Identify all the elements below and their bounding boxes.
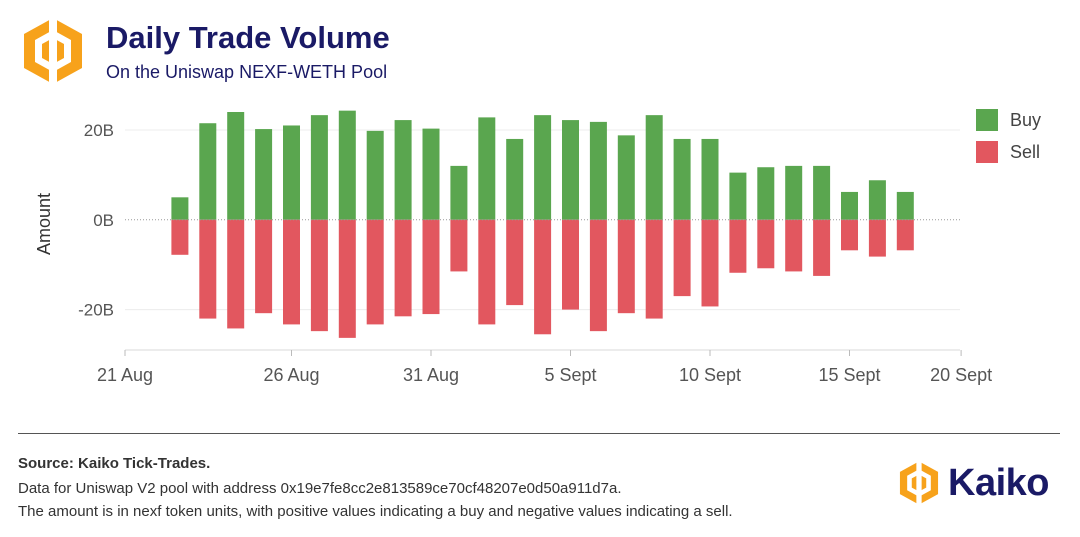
bar-sell	[673, 219, 691, 297]
brand-name: Kaiko	[948, 461, 1049, 504]
kaiko-logo-icon	[24, 16, 82, 86]
x-tick-label: 20 Sept	[930, 365, 992, 385]
bar-buy	[199, 123, 217, 220]
bar-buy	[645, 115, 663, 220]
bar-buy	[896, 191, 914, 220]
bar-sell	[813, 219, 831, 276]
legend-swatch-buy	[976, 109, 998, 131]
bar-buy	[813, 165, 831, 220]
footnote-pool-address: Data for Uniswap V2 pool with address 0x…	[18, 480, 622, 497]
bar-sell	[255, 219, 273, 314]
x-tick-label: 21 Aug	[97, 365, 153, 385]
legend-label-buy: Buy	[1010, 109, 1042, 130]
x-tick-label: 5 Sept	[544, 365, 596, 385]
bar-sell	[506, 219, 524, 306]
bar-buy	[534, 115, 552, 220]
bar-sell	[785, 219, 803, 272]
y-tick-label: -20B	[78, 301, 114, 320]
bar-buy	[757, 167, 775, 220]
bar-sell	[896, 219, 914, 251]
chart-subtitle: On the Uniswap NEXF-WETH Pool	[106, 62, 388, 82]
bar-sell	[701, 219, 719, 307]
bar-sell	[617, 219, 635, 314]
chart-title: Daily Trade Volume	[106, 20, 390, 55]
bar-sell	[589, 219, 607, 332]
bar-buy	[589, 121, 607, 220]
legend-item-sell[interactable]: Sell	[976, 136, 1041, 168]
legend-swatch-sell	[976, 141, 998, 163]
bar-buy	[673, 138, 691, 220]
bar-sell	[450, 219, 468, 272]
x-tick-label: 26 Aug	[263, 365, 319, 385]
x-tick-label: 15 Sept	[818, 365, 880, 385]
y-axis-title: Amount	[34, 193, 54, 255]
bar-buy	[701, 138, 719, 220]
bar-buy	[394, 120, 412, 220]
bar-buy	[562, 120, 579, 220]
bar-buy	[366, 130, 384, 220]
bar-sell	[199, 219, 217, 319]
y-tick-label: 0B	[93, 211, 114, 230]
bar-sell	[562, 219, 579, 310]
bar-buy	[338, 110, 356, 220]
bar-sell	[534, 219, 552, 335]
bar-buy	[450, 165, 468, 220]
bar-sell	[729, 219, 747, 273]
bar-sell	[422, 219, 440, 315]
bar-buy	[506, 138, 524, 220]
bar-sell	[645, 219, 663, 319]
bar-buy	[283, 125, 300, 220]
bar-sell	[283, 219, 300, 325]
legend-label-sell: Sell	[1010, 141, 1041, 162]
bar-sell	[366, 219, 384, 325]
legend: Buy Sell	[976, 104, 1041, 168]
bar-buy	[171, 197, 189, 220]
legend-item-buy[interactable]: Buy	[976, 104, 1041, 136]
bar-buy	[868, 180, 886, 220]
bar-sell	[310, 219, 328, 332]
bar-sell	[868, 219, 886, 257]
bar-sell	[171, 219, 189, 255]
bar-buy	[785, 165, 803, 220]
bar-buy	[310, 115, 328, 220]
brand-mark: Kaiko	[896, 460, 1049, 506]
bar-sell	[841, 219, 858, 251]
bar-buy	[478, 117, 496, 220]
footnote-units: The amount is in nexf token units, with …	[18, 503, 733, 520]
bar-chart: -20B 0B 20B Amount 21 Aug 26 Aug 31 Aug 5 Sept 1…	[34, 110, 992, 385]
bar-sell	[227, 219, 245, 329]
footer-divider	[18, 433, 1060, 434]
bar-sell	[394, 219, 412, 317]
bar-buy	[227, 112, 245, 220]
kaiko-brand-icon	[899, 460, 939, 506]
bar-sell	[338, 219, 356, 338]
x-tick-label: 31 Aug	[403, 365, 459, 385]
bar-buy	[729, 172, 747, 220]
bar-sell	[757, 219, 775, 269]
bar-buy	[255, 129, 273, 220]
x-tick-label: 10 Sept	[679, 365, 741, 385]
source-text: Source: Kaiko Tick-Trades.	[18, 455, 211, 472]
bar-sell	[478, 219, 496, 325]
bar-buy	[422, 128, 440, 220]
bar-buy	[841, 191, 858, 220]
y-tick-label: 20B	[84, 121, 114, 140]
bar-buy	[617, 135, 635, 220]
